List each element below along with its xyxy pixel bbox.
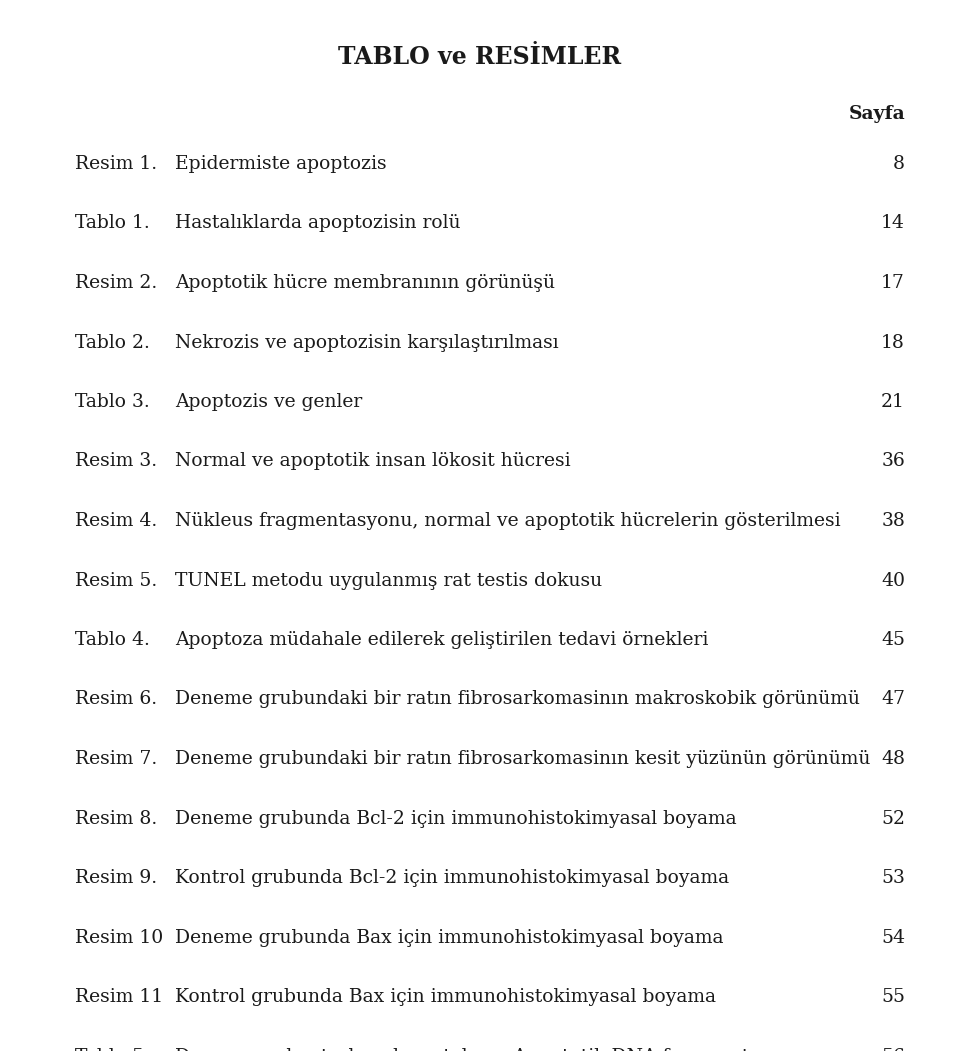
Text: Kontrol grubunda Bax için immunohistokimyasal boyama: Kontrol grubunda Bax için immunohistokim…	[175, 988, 716, 1006]
Text: Resim 11: Resim 11	[75, 988, 163, 1006]
Text: Resim 8.: Resim 8.	[75, 809, 157, 827]
Text: Resim 4.: Resim 4.	[75, 512, 157, 530]
Text: 53: 53	[881, 869, 905, 887]
Text: 14: 14	[881, 214, 905, 232]
Text: 56: 56	[881, 1048, 905, 1051]
Text: Resim 9.: Resim 9.	[75, 869, 157, 887]
Text: 17: 17	[881, 274, 905, 292]
Text: Tablo 2.: Tablo 2.	[75, 333, 150, 351]
Text: Sayfa: Sayfa	[849, 105, 905, 123]
Text: Deneme grubundaki bir ratın fibrosarkomasinın kesit yüzünün görünümü: Deneme grubundaki bir ratın fibrosarkoma…	[175, 750, 871, 768]
Text: Apoptoza müdahale edilerek geliştirilen tedavi örnekleri: Apoptoza müdahale edilerek geliştirilen …	[175, 631, 708, 650]
Text: Resim 1.: Resim 1.	[75, 154, 157, 173]
Text: Nekrozis ve apoptozisin karşılaştırılması: Nekrozis ve apoptozisin karşılaştırılmas…	[175, 333, 559, 351]
Text: Resim 3.: Resim 3.	[75, 453, 157, 471]
Text: 52: 52	[881, 809, 905, 827]
Text: Deneme grubunda Bcl-2 için immunohistokimyasal boyama: Deneme grubunda Bcl-2 için immunohistoki…	[175, 809, 736, 827]
Text: Epidermiste apoptozis: Epidermiste apoptozis	[175, 154, 387, 173]
Text: TUNEL metodu uygulanmış rat testis dokusu: TUNEL metodu uygulanmış rat testis dokus…	[175, 572, 602, 590]
Text: Nükleus fragmentasyonu, normal ve apoptotik hücrelerin gösterilmesi: Nükleus fragmentasyonu, normal ve apopto…	[175, 512, 841, 530]
Text: 47: 47	[881, 691, 905, 708]
Text: Resim 2.: Resim 2.	[75, 274, 157, 292]
Text: Normal ve apoptotik insan lökosit hücresi: Normal ve apoptotik insan lökosit hücres…	[175, 453, 570, 471]
Text: 18: 18	[881, 333, 905, 351]
Text: Resim 10: Resim 10	[75, 928, 163, 947]
Text: Resim 5.: Resim 5.	[75, 572, 157, 590]
Text: 8: 8	[893, 154, 905, 173]
Text: Kontrol grubunda Bcl-2 için immunohistokimyasal boyama: Kontrol grubunda Bcl-2 için immunohistok…	[175, 869, 730, 887]
Text: TABLO ve RESİMLER: TABLO ve RESİMLER	[339, 45, 621, 69]
Text: 55: 55	[881, 988, 905, 1006]
Text: Resim 7.: Resim 7.	[75, 750, 157, 768]
Text: Hastalıklarda apoptozisin rolü: Hastalıklarda apoptozisin rolü	[175, 214, 461, 232]
Text: Tablo 4.: Tablo 4.	[75, 631, 150, 650]
Text: Resim 6.: Resim 6.	[75, 691, 157, 708]
Text: Tablo 1.: Tablo 1.	[75, 214, 150, 232]
Text: Deneme ve kontrol grubu ortalama Apoptotik DNA fragmentasyonu
sonuçları: Deneme ve kontrol grubu ortalama Apoptot…	[175, 1048, 816, 1051]
Text: Tablo 5.: Tablo 5.	[75, 1048, 150, 1051]
Text: 21: 21	[881, 393, 905, 411]
Text: Apoptozis ve genler: Apoptozis ve genler	[175, 393, 362, 411]
Text: 36: 36	[881, 453, 905, 471]
Text: Apoptotik hücre membranının görünüşü: Apoptotik hücre membranının görünüşü	[175, 274, 555, 292]
Text: Tablo 3.: Tablo 3.	[75, 393, 150, 411]
Text: 40: 40	[881, 572, 905, 590]
Text: 48: 48	[881, 750, 905, 768]
Text: 54: 54	[881, 928, 905, 947]
Text: Deneme grubunda Bax için immunohistokimyasal boyama: Deneme grubunda Bax için immunohistokimy…	[175, 928, 724, 947]
Text: 45: 45	[881, 631, 905, 650]
Text: Deneme grubundaki bir ratın fibrosarkomasinın makroskobik görünümü: Deneme grubundaki bir ratın fibrosarkoma…	[175, 691, 860, 708]
Text: 38: 38	[881, 512, 905, 530]
